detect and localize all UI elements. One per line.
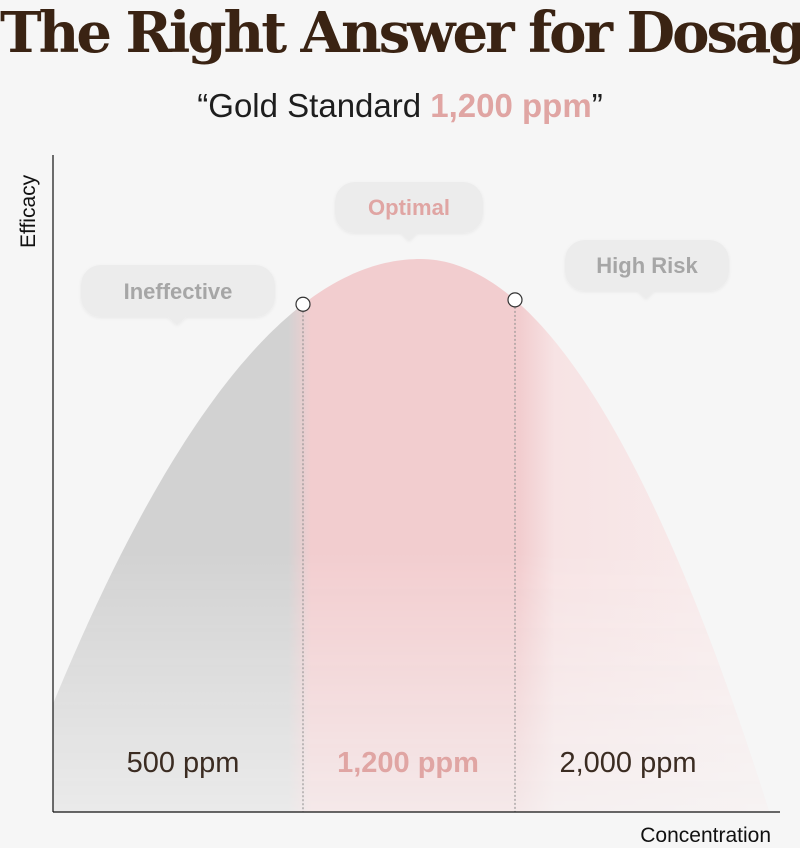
zone-label-high-risk: High Risk bbox=[596, 253, 698, 278]
page-title: The Right Answer for Dosage bbox=[0, 0, 800, 66]
boundary-marker-right bbox=[507, 292, 523, 308]
area-group bbox=[53, 259, 772, 812]
x-tick-label: 1,200 ppm bbox=[337, 747, 479, 779]
bubble-optimal-shape bbox=[335, 182, 483, 241]
bubble-ineffective-shape bbox=[81, 265, 275, 325]
x-axis-label: Concentration bbox=[640, 824, 771, 847]
subtitle: “Gold Standard 1,200 ppm” bbox=[0, 84, 800, 128]
zone-label-ineffective: Ineffective bbox=[124, 279, 233, 304]
boundary-marker-left bbox=[295, 296, 311, 312]
bubble-ineffective: Ineffective bbox=[81, 265, 275, 325]
x-tick-labels: 500 ppm 1,200 ppm 2,000 ppm bbox=[127, 747, 697, 779]
subtitle-highlight: 1,200 ppm bbox=[430, 87, 592, 124]
x-tick-label: 2,000 ppm bbox=[559, 747, 696, 779]
y-axis-label: Efficacy bbox=[17, 174, 40, 248]
bubble-optimal: Optimal bbox=[335, 182, 483, 241]
efficacy-area bbox=[53, 259, 772, 812]
zone-label-optimal: Optimal bbox=[368, 195, 450, 220]
subtitle-prefix: “Gold Standard bbox=[197, 87, 431, 124]
x-tick-label: 500 ppm bbox=[127, 747, 240, 779]
bubble-high-risk: High Risk bbox=[565, 240, 729, 299]
bubble-high-risk-shape bbox=[565, 240, 729, 299]
subtitle-suffix: ” bbox=[591, 87, 603, 124]
